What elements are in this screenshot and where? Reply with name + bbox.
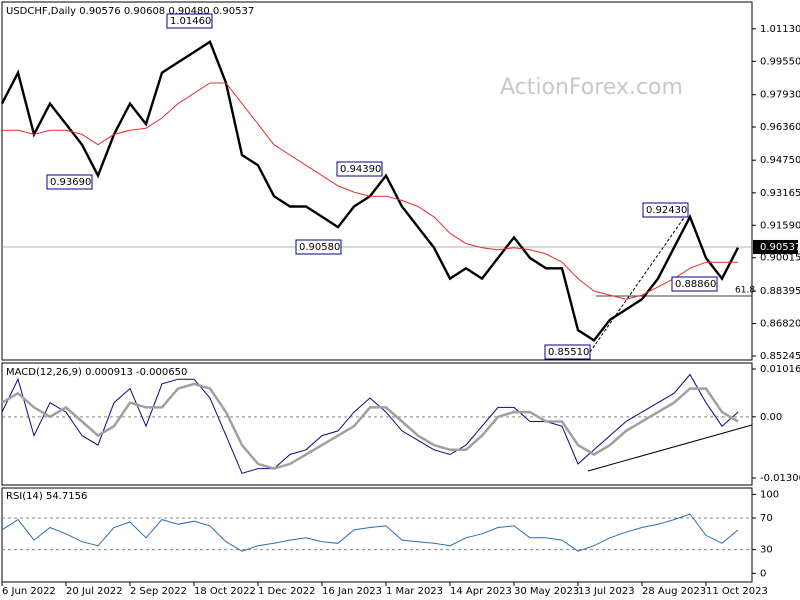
y-tick-label: 1.01130 [760,24,800,35]
y-tick-label: 0.94750 [760,155,800,166]
chart-title: USDCHF,Daily 0.90576 0.90608 0.90480 0.9… [6,6,254,17]
macd-panel [1,362,753,486]
x-tick-label: 2 Sep 2022 [130,586,187,597]
x-tick-label: 6 Jun 2022 [2,586,56,597]
watermark: ActionForex.com [500,75,683,100]
x-tick-label: 1 Mar 2023 [386,586,443,597]
annotation: 0.94390 [340,164,381,175]
y-tick-label: 0.88395 [760,286,800,297]
annotation: 0.93690 [50,177,91,188]
y-tick-label: 0.86820 [760,319,800,330]
series-line [1,373,739,474]
annotation-box [46,174,93,190]
x-tick-label: 20 Jul 2022 [66,586,123,597]
y-tick-label: 0.91590 [760,220,800,231]
annotation-box [642,202,689,218]
x-tick-label: 30 May 2023 [514,586,579,597]
annotation: 0.85510 [548,347,589,358]
y-tick-label: 30 [760,545,773,556]
y-tick-label: 0.99550 [760,56,800,67]
y-tick-label: 0.90015 [760,253,800,264]
series-line [2,82,738,300]
annotation-box [295,239,342,255]
annotation-box [544,344,591,360]
annotation: 0.88860 [675,279,716,290]
annotation-box [166,13,213,29]
series-line [1,382,739,470]
annotation: 0.90580 [299,242,340,253]
annotation-box [336,161,383,177]
y-tick-label: 0.85245 [760,351,800,362]
macd-trend-line [587,424,753,472]
y-tick-label: 0.93165 [760,188,800,199]
y-tick-label: 70 [760,513,773,524]
y-tick-label: 0.97930 [760,90,800,101]
x-tick-label: 28 Aug 2023 [642,586,706,597]
trend-line [589,211,689,353]
x-tick-label: 11 Oct 2023 [706,586,768,597]
x-tick-label: 1 Dec 2022 [258,586,316,597]
y-tick-label: 0 [760,568,766,579]
y-tick-label: 0.96360 [760,122,800,133]
y-tick-label: 0.010166 [760,364,800,375]
last-price-box [753,239,798,254]
x-tick-label: 13 Jul 2023 [578,586,635,597]
x-tick-label: 16 Jan 2023 [322,586,382,597]
y-tick-label: -0.013006 [760,473,800,484]
y-tick-label: 100 [760,489,779,500]
y-tick-label: 0.00 [760,412,782,423]
annotation: 1.01460 [170,16,211,27]
annotation: 61.8 [735,286,755,296]
annotation: 0.92430 [646,205,687,216]
rsi-panel [1,487,753,583]
price-panel [1,1,753,361]
annotation-box [671,276,718,292]
last-price-label: 0.90537 [760,242,800,253]
rsi-title: RSI(14) 54.7156 [6,491,87,502]
series-line [1,513,739,552]
x-tick-label: 14 Apr 2023 [450,586,512,597]
macd-title: MACD(12,26,9) 0.000913 -0.000650 [6,367,187,378]
x-tick-label: 18 Oct 2022 [194,586,256,597]
